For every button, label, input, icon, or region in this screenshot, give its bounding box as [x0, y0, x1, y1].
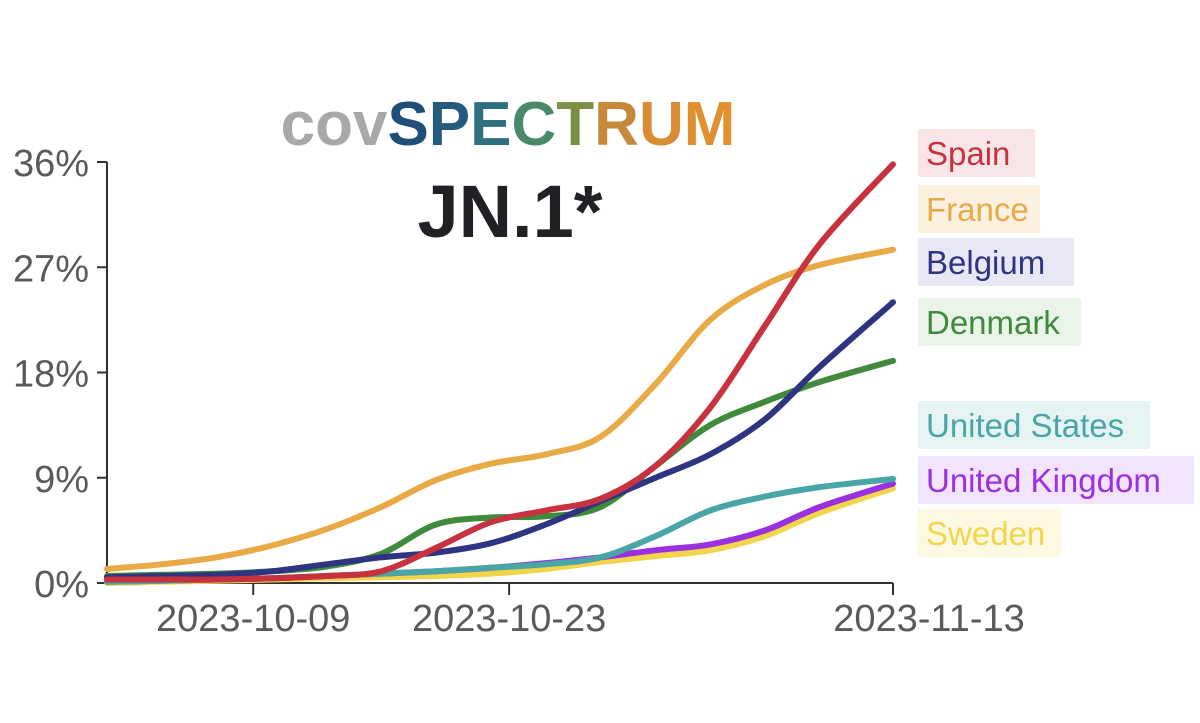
brand-letter: R	[594, 90, 639, 159]
legend-item: Spain	[918, 129, 1035, 177]
brand-letter: C	[512, 90, 557, 159]
brand-letter: M	[684, 90, 736, 159]
legend-label: United States	[926, 407, 1124, 444]
legend-label: Spain	[926, 135, 1010, 172]
series-line-france	[104, 246, 896, 572]
legend-label: Denmark	[926, 304, 1060, 341]
legend-item: Sweden	[918, 509, 1061, 557]
brand-letter: E	[470, 90, 511, 159]
brand-letter: T	[556, 90, 594, 159]
legend-item: Denmark	[918, 298, 1081, 346]
brand-logo-text: covSPECTRUM	[281, 90, 736, 159]
series-line-belgium	[104, 299, 896, 581]
legend-label: Belgium	[926, 244, 1045, 281]
legend-label-bg	[918, 129, 1035, 177]
brand-letter: cov	[281, 90, 388, 159]
legend-label-bg	[918, 238, 1074, 286]
y-tick-label: 18%	[13, 354, 89, 396]
legend-label-bg	[918, 298, 1081, 346]
chart-title: JN.1*	[417, 170, 602, 253]
legend-item: France	[918, 185, 1040, 233]
covspectrum-logo: covSPECTRUM	[281, 90, 736, 159]
y-tick-label: 27%	[13, 248, 89, 290]
y-tick-label: 0%	[34, 564, 89, 606]
legend-label: United Kingdom	[926, 462, 1161, 499]
legend: Spain France Belgium Denmark United States Un…	[918, 129, 1194, 557]
x-tick-label: 2023-10-09	[156, 598, 350, 640]
x-tick-label: 2023-11-13	[833, 598, 1025, 640]
axes: 0% 9% 18% 27% 36% 2023-10-09 2023-10-23 2023-11…	[13, 143, 1025, 640]
legend-label-bg	[918, 185, 1040, 233]
legend-item: United States	[918, 401, 1150, 449]
series-lines	[104, 161, 896, 586]
legend-label: Sweden	[926, 515, 1045, 552]
legend-label-bg	[918, 401, 1150, 449]
legend-label-bg	[918, 456, 1194, 504]
y-tick-label: 9%	[34, 459, 89, 501]
legend-item: United Kingdom	[918, 456, 1194, 504]
legend-item: Belgium	[918, 238, 1074, 286]
brand-letter: U	[639, 90, 684, 159]
x-tick-label: 2023-10-23	[412, 598, 606, 640]
legend-label-bg	[918, 509, 1061, 557]
brand-letter: S	[387, 90, 428, 159]
brand-letter: P	[429, 90, 470, 159]
legend-label: France	[926, 191, 1029, 228]
series-line-spain	[104, 161, 896, 583]
y-tick-label: 36%	[13, 143, 89, 185]
